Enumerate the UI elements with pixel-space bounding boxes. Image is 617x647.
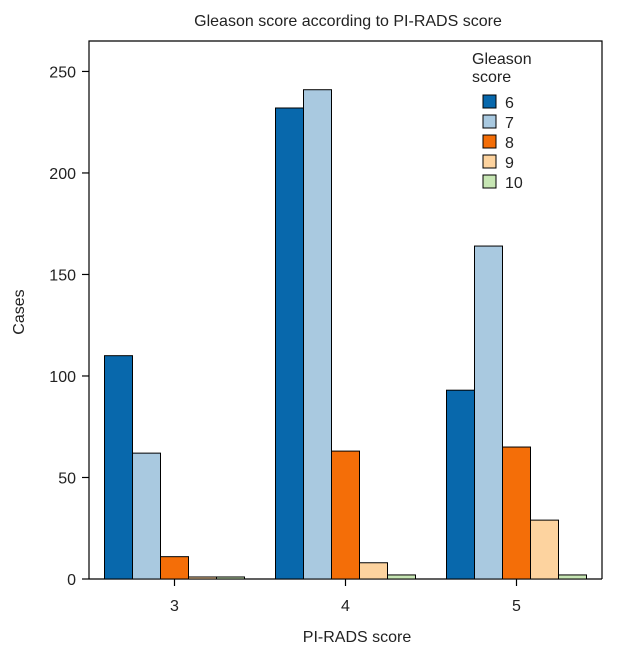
bar-4-7 (303, 89, 332, 580)
y-axis-label: Cases (11, 289, 28, 334)
chart-title: Gleason score according to PI-RADS score (194, 13, 502, 30)
x-tick-label: 5 (512, 598, 521, 615)
y-tick-label: 100 (49, 369, 76, 386)
bar-4-6 (275, 107, 304, 580)
bar-4-10 (387, 574, 416, 580)
x-tick-label: 4 (341, 598, 350, 615)
y-tick-label: 250 (49, 64, 76, 81)
bar-3-9 (188, 576, 217, 580)
legend-label-10: 10 (505, 175, 523, 192)
bar-5-8 (502, 446, 531, 580)
y-tick-label: 150 (49, 267, 76, 284)
bar-3-6 (104, 355, 133, 580)
legend-swatch-8 (482, 134, 497, 149)
legend-swatch-6 (482, 94, 497, 109)
bar-4-8 (331, 450, 360, 580)
x-tick-label: 3 (170, 598, 179, 615)
plot-area: 0 50 100 150 200 250 3 4 5 (49, 40, 603, 615)
legend-swatch-9 (482, 154, 497, 169)
x-axis-label: PI-RADS score (303, 629, 412, 646)
legend-label-6: 6 (505, 95, 514, 112)
bar-5-6 (446, 389, 475, 580)
bar-5-9 (530, 519, 559, 580)
bar-5-7 (474, 245, 503, 580)
legend-label-9: 9 (505, 155, 514, 172)
legend-label-8: 8 (505, 135, 514, 152)
legend-swatch-10 (482, 174, 497, 189)
bar-3-10 (216, 576, 245, 580)
bar-3-7 (132, 452, 161, 580)
legend-title: Gleason (472, 51, 532, 68)
bar-5-10 (558, 574, 587, 580)
bar-3-8 (160, 556, 189, 580)
legend-swatch-7 (482, 114, 497, 129)
bar-4-9 (359, 562, 388, 580)
legend-label-7: 7 (505, 115, 514, 132)
y-tick-label: 50 (58, 470, 76, 487)
legend-title: score (472, 69, 511, 86)
plot-frame (88, 40, 603, 579)
y-tick-label: 0 (67, 572, 76, 589)
y-tick-label: 200 (49, 166, 76, 183)
